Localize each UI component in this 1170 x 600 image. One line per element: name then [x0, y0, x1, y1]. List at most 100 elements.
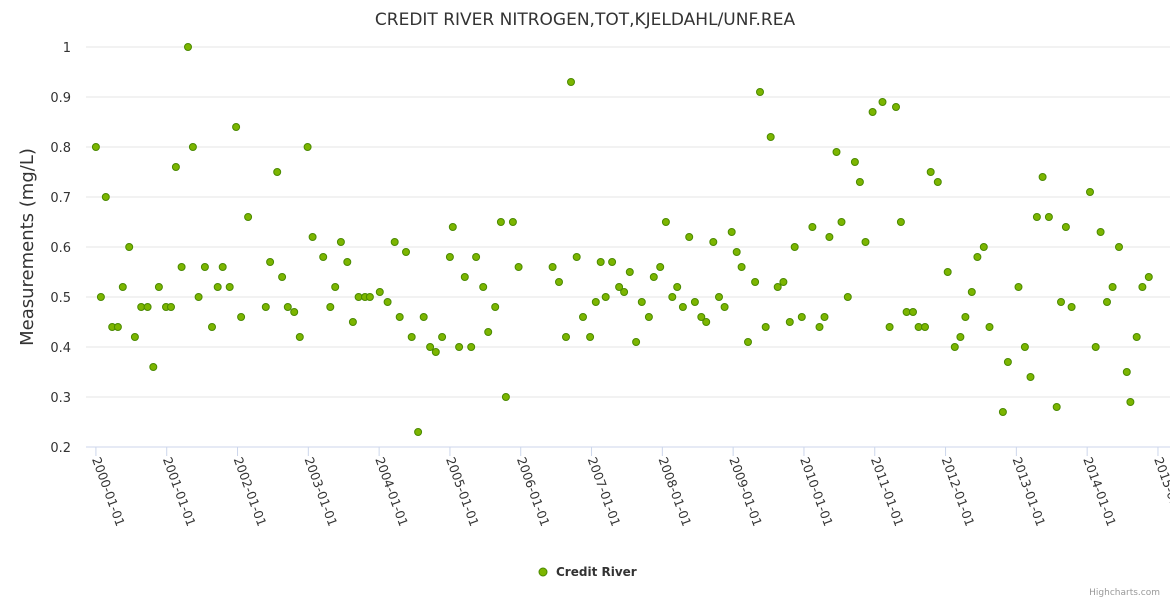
- data-point[interactable]: [383, 298, 392, 306]
- data-point[interactable]: [237, 313, 246, 321]
- data-point[interactable]: [303, 143, 312, 151]
- data-point[interactable]: [808, 223, 817, 231]
- data-point[interactable]: [985, 323, 994, 331]
- data-point[interactable]: [562, 333, 570, 341]
- data-point[interactable]: [885, 323, 894, 331]
- data-point[interactable]: [1020, 343, 1029, 351]
- data-point[interactable]: [1067, 303, 1076, 311]
- data-point[interactable]: [1144, 273, 1153, 281]
- data-point[interactable]: [438, 333, 447, 341]
- data-point[interactable]: [785, 318, 794, 326]
- data-point[interactable]: [1086, 188, 1094, 196]
- data-point[interactable]: [661, 218, 670, 226]
- data-point[interactable]: [685, 233, 694, 241]
- data-point[interactable]: [998, 408, 1007, 416]
- data-point[interactable]: [149, 363, 158, 371]
- legend-item-credit-river[interactable]: Credit River: [556, 565, 637, 579]
- data-point[interactable]: [390, 238, 399, 246]
- data-point[interactable]: [709, 238, 718, 246]
- data-point[interactable]: [319, 253, 328, 261]
- data-point[interactable]: [961, 313, 970, 321]
- data-point[interactable]: [326, 303, 335, 311]
- data-point[interactable]: [336, 238, 345, 246]
- data-point[interactable]: [608, 258, 617, 266]
- data-point[interactable]: [620, 288, 629, 296]
- data-point[interactable]: [896, 218, 905, 226]
- data-point[interactable]: [308, 233, 317, 241]
- data-point[interactable]: [167, 303, 175, 311]
- data-point[interactable]: [555, 278, 563, 286]
- data-point[interactable]: [1044, 213, 1053, 221]
- data-point[interactable]: [213, 283, 222, 291]
- data-point[interactable]: [761, 323, 770, 331]
- data-point[interactable]: [601, 293, 610, 301]
- data-point[interactable]: [921, 323, 929, 331]
- data-point[interactable]: [343, 258, 352, 266]
- data-point[interactable]: [375, 288, 384, 296]
- data-point[interactable]: [501, 393, 510, 401]
- data-point[interactable]: [1091, 343, 1100, 351]
- data-point[interactable]: [125, 243, 134, 251]
- data-point[interactable]: [200, 263, 209, 271]
- data-point[interactable]: [101, 193, 110, 201]
- data-point[interactable]: [143, 303, 152, 311]
- data-point[interactable]: [779, 278, 788, 286]
- data-point[interactable]: [843, 293, 852, 301]
- data-point[interactable]: [445, 253, 454, 261]
- data-point[interactable]: [266, 258, 275, 266]
- data-point[interactable]: [751, 278, 760, 286]
- data-point[interactable]: [1038, 173, 1047, 181]
- data-point[interactable]: [591, 298, 600, 306]
- data-point[interactable]: [491, 303, 500, 311]
- data-point[interactable]: [649, 273, 658, 281]
- data-point[interactable]: [472, 253, 481, 261]
- data-point[interactable]: [225, 283, 234, 291]
- data-point[interactable]: [113, 323, 122, 331]
- data-point[interactable]: [514, 263, 523, 271]
- data-point[interactable]: [426, 343, 435, 351]
- data-point[interactable]: [508, 218, 517, 226]
- data-point[interactable]: [690, 298, 699, 306]
- data-point[interactable]: [283, 303, 292, 311]
- data-point[interactable]: [668, 293, 677, 301]
- data-point[interactable]: [91, 143, 100, 151]
- data-point[interactable]: [909, 308, 917, 316]
- data-point[interactable]: [567, 78, 575, 86]
- data-point[interactable]: [273, 168, 282, 176]
- data-point[interactable]: [130, 333, 139, 341]
- data-point[interactable]: [702, 318, 711, 326]
- data-point[interactable]: [720, 303, 729, 311]
- data-point[interactable]: [715, 293, 723, 301]
- data-point[interactable]: [402, 248, 410, 256]
- data-point[interactable]: [926, 168, 935, 176]
- data-point[interactable]: [656, 263, 665, 271]
- data-point[interactable]: [1061, 223, 1070, 231]
- data-point[interactable]: [815, 323, 824, 331]
- data-point[interactable]: [950, 343, 959, 351]
- data-point[interactable]: [790, 243, 799, 251]
- data-point[interactable]: [365, 293, 374, 301]
- data-point[interactable]: [850, 158, 859, 166]
- data-point[interactable]: [414, 428, 423, 436]
- data-point[interactable]: [348, 318, 357, 326]
- data-point[interactable]: [448, 223, 457, 231]
- data-point[interactable]: [632, 338, 641, 346]
- data-point[interactable]: [973, 253, 982, 261]
- data-point[interactable]: [1032, 213, 1041, 221]
- data-point[interactable]: [395, 313, 404, 321]
- data-point[interactable]: [837, 218, 846, 226]
- data-point[interactable]: [744, 338, 752, 346]
- data-point[interactable]: [208, 323, 216, 331]
- data-point[interactable]: [596, 258, 605, 266]
- data-point[interactable]: [820, 313, 829, 321]
- data-point[interactable]: [797, 313, 806, 321]
- data-point[interactable]: [625, 268, 634, 276]
- data-point[interactable]: [548, 263, 557, 271]
- data-point[interactable]: [832, 148, 841, 156]
- data-point[interactable]: [855, 178, 864, 186]
- data-point[interactable]: [943, 268, 952, 276]
- data-point[interactable]: [1138, 283, 1147, 291]
- data-point[interactable]: [892, 103, 900, 111]
- data-point[interactable]: [878, 98, 887, 106]
- data-point[interactable]: [644, 313, 653, 321]
